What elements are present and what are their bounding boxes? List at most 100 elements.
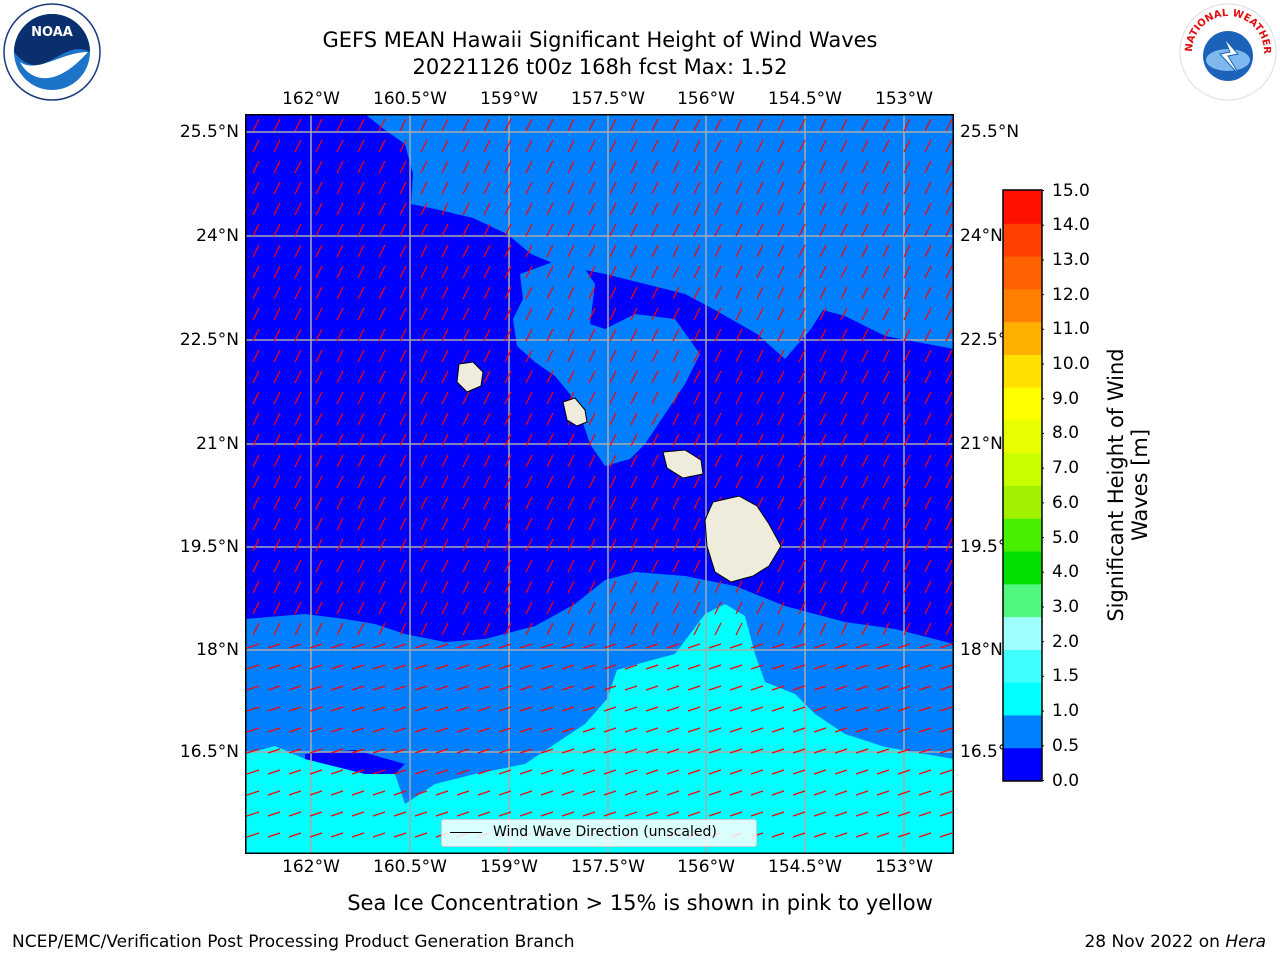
- wave-arrow: [399, 622, 407, 636]
- wave-arrow: [834, 685, 848, 691]
- wave-arrow: [525, 475, 533, 489]
- wave-arrow: [603, 790, 617, 796]
- wave-arrow: [504, 622, 512, 636]
- wave-arrow: [420, 622, 428, 636]
- wave-arrow: [819, 328, 827, 342]
- wave-arrow: [840, 391, 848, 405]
- wave-arrow: [546, 517, 554, 531]
- wave-arrow: [609, 475, 617, 489]
- wave-arrow: [693, 559, 701, 573]
- wave-arrow: [714, 265, 722, 279]
- wave-arrow: [588, 601, 596, 615]
- wave-arrow: [393, 790, 407, 796]
- wave-arrow: [309, 790, 323, 796]
- wave-arrow: [498, 643, 512, 649]
- wave-arrow: [420, 328, 428, 342]
- wave-arrow: [882, 244, 890, 258]
- wave-arrow: [819, 265, 827, 279]
- wave-arrow: [672, 475, 680, 489]
- wave-arrow: [855, 643, 869, 649]
- wave-arrow: [336, 475, 344, 489]
- wave-arrow: [294, 580, 302, 594]
- wave-arrow: [267, 664, 281, 670]
- wave-arrow: [630, 580, 638, 594]
- wave-arrow: [651, 349, 659, 363]
- wave-arrow: [945, 181, 953, 195]
- wave-arrow: [882, 517, 890, 531]
- wave-arrow: [903, 601, 911, 615]
- wave-arrow: [735, 475, 743, 489]
- wave-arrow: [819, 244, 827, 258]
- wave-arrow: [939, 685, 953, 691]
- wave-arrow: [813, 727, 827, 733]
- wave-arrow: [462, 454, 470, 468]
- wave-arrow: [399, 223, 407, 237]
- wave-arrow: [540, 706, 554, 712]
- wave-arrow: [609, 118, 617, 132]
- wave-arrow: [771, 790, 785, 796]
- wave-arrow: [924, 202, 932, 216]
- wave-arrow: [855, 748, 869, 754]
- wave-arrow: [294, 202, 302, 216]
- wave-arrow: [567, 307, 575, 321]
- lon-tick-top: 153°W: [875, 89, 933, 109]
- wave-arrow: [924, 622, 932, 636]
- wave-arrow: [834, 832, 848, 838]
- wave-arrow: [351, 832, 365, 838]
- wave-arrow: [294, 265, 302, 279]
- wave-arrow: [336, 286, 344, 300]
- wave-arrow: [351, 748, 365, 754]
- wave-arrow: [945, 139, 953, 153]
- wave-arrow: [798, 139, 806, 153]
- wave-arrow: [546, 412, 554, 426]
- wave-arrow: [483, 244, 491, 258]
- wave-arrow: [252, 496, 260, 510]
- wave-arrow: [525, 181, 533, 195]
- wave-arrow: [273, 202, 281, 216]
- wave-arrow: [714, 349, 722, 363]
- wave-arrow: [651, 496, 659, 510]
- wave-arrow: [330, 748, 344, 754]
- lon-tick-top: 154.5°W: [768, 89, 842, 109]
- lat-tick-left: 19.5°N: [179, 537, 239, 557]
- wave-arrow: [462, 223, 470, 237]
- wave-arrow: [645, 685, 659, 691]
- wave-arrow: [840, 265, 848, 279]
- colorbar-frame: [1002, 189, 1043, 782]
- wave-arrow: [792, 790, 806, 796]
- wave-arrow: [483, 496, 491, 510]
- wave-arrow: [651, 622, 659, 636]
- wave-arrow: [588, 475, 596, 489]
- lon-tick-top: 157.5°W: [571, 89, 645, 109]
- wave-arrow: [630, 622, 638, 636]
- wave-arrow: [399, 433, 407, 447]
- wave-arrow: [672, 433, 680, 447]
- wave-arrow: [462, 118, 470, 132]
- wave-arrow: [813, 748, 827, 754]
- wave-arrow: [567, 328, 575, 342]
- wave-arrow: [672, 118, 680, 132]
- wave-arrow: [336, 328, 344, 342]
- wave-arrow: [567, 559, 575, 573]
- wave-arrow: [567, 244, 575, 258]
- wave-arrow: [882, 307, 890, 321]
- wave-arrow: [813, 643, 827, 649]
- lon-tick-top: 159°W: [480, 89, 538, 109]
- wave-arrow: [777, 412, 785, 426]
- wave-arrow: [798, 307, 806, 321]
- wave-arrow: [294, 601, 302, 615]
- wave-arrow: [441, 223, 449, 237]
- island-kauai: [456, 361, 484, 393]
- wave-arrow: [861, 580, 869, 594]
- wave-arrow: [756, 202, 764, 216]
- wave-arrow: [357, 601, 365, 615]
- wave-arrow: [708, 748, 722, 754]
- wave-arrow: [897, 811, 911, 817]
- wave-arrow: [483, 391, 491, 405]
- wave-arrow: [330, 832, 344, 838]
- wave-arrow: [378, 286, 386, 300]
- wave-arrow: [378, 160, 386, 174]
- wave-arrow: [330, 790, 344, 796]
- wave-arrow: [855, 727, 869, 733]
- wave-arrow: [714, 286, 722, 300]
